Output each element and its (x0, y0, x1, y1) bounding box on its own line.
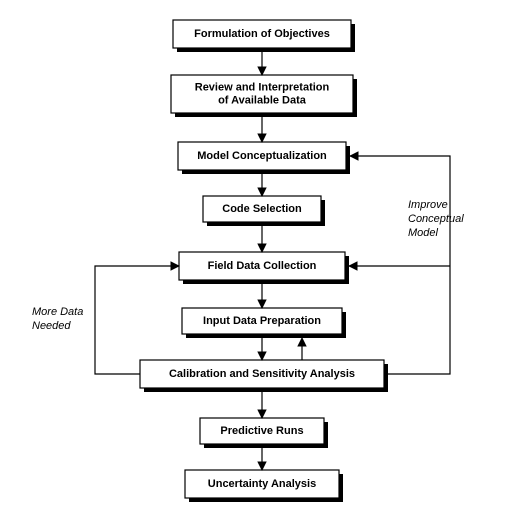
flow-node-label: Predictive Runs (220, 425, 303, 437)
feedback-edge-fl (95, 266, 179, 374)
flow-node-n6: Input Data Preparation (182, 308, 346, 338)
flow-node-n9: Uncertainty Analysis (185, 470, 343, 502)
feedback-edge-fr (350, 156, 450, 374)
flow-node-label: Uncertainty Analysis (208, 478, 316, 490)
flow-annotation-a_right: ImproveConceptualModel (408, 199, 464, 239)
flow-node-n5: Field Data Collection (179, 252, 349, 284)
flow-node-n4: Code Selection (203, 196, 325, 226)
flow-node-n7: Calibration and Sensitivity Analysis (140, 360, 388, 392)
flow-node-n3: Model Conceptualization (178, 142, 350, 174)
flow-node-n8: Predictive Runs (200, 418, 328, 448)
flow-node-label: Model Conceptualization (197, 150, 327, 162)
flow-node-label: Input Data Preparation (203, 315, 321, 327)
flow-node-label: Field Data Collection (208, 260, 317, 272)
flow-node-label: Code Selection (222, 203, 302, 215)
flow-node-label: Calibration and Sensitivity Analysis (169, 368, 355, 380)
flow-node-n1: Formulation of Objectives (173, 20, 355, 52)
flow-annotation-a_left: More DataNeeded (32, 306, 83, 332)
flow-node-label: Formulation of Objectives (194, 28, 330, 40)
flow-node-n2: Review and Interpretationof Available Da… (171, 75, 357, 117)
